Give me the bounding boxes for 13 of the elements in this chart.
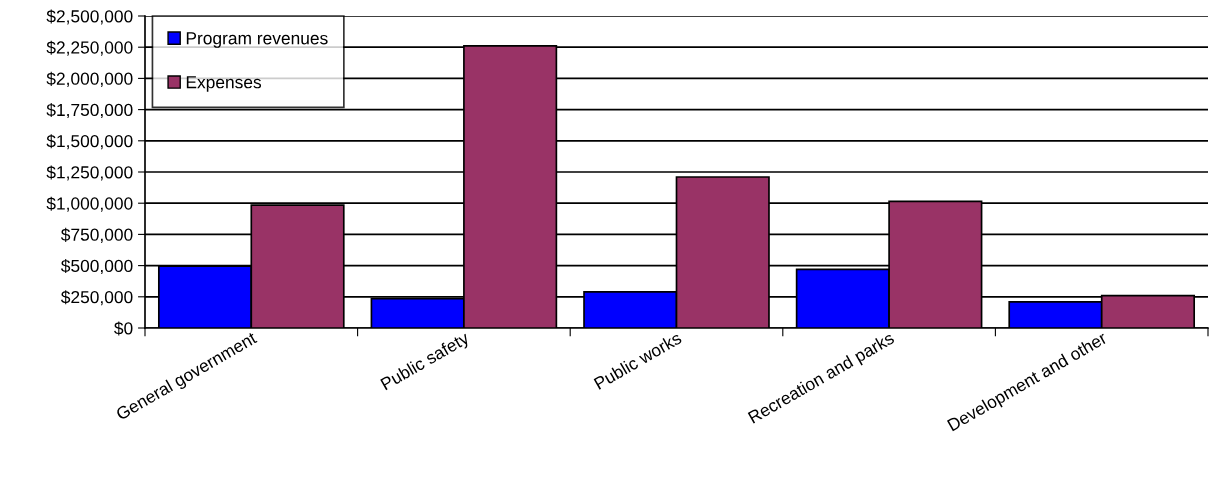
y-tick-label: $2,250,000: [46, 40, 133, 56]
y-tick-label: $2,500,000: [46, 9, 133, 25]
y-tick-label: $1,500,000: [46, 134, 133, 150]
legend-label: Expenses: [186, 76, 262, 92]
y-tick-label: $250,000: [60, 290, 133, 306]
y-tick-label: $1,000,000: [46, 196, 133, 212]
legend-label: Program revenues: [186, 32, 328, 48]
y-tick-label: $750,000: [60, 227, 133, 243]
y-tick-label: $2,000,000: [46, 71, 133, 87]
y-tick-label: $500,000: [60, 259, 133, 275]
y-tick-label: $1,750,000: [46, 103, 133, 119]
y-tick-label: $0: [114, 321, 133, 336]
y-tick-label: $1,250,000: [46, 165, 133, 181]
